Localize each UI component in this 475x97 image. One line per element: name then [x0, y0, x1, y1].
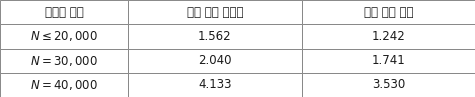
Bar: [0, 0, 128, 24]
Bar: [0, 24, 128, 48]
Bar: [302, 48, 475, 73]
Text: 1.741: 1.741: [371, 54, 405, 67]
Text: 증분 학습 미반영: 증분 학습 미반영: [187, 6, 243, 19]
Text: 1.242: 1.242: [371, 30, 405, 43]
Text: $N=30,000$: $N=30,000$: [30, 54, 98, 68]
Text: 4.133: 4.133: [198, 78, 232, 91]
Bar: [128, 0, 302, 24]
Text: 데이터 구성: 데이터 구성: [45, 6, 84, 19]
Bar: [128, 73, 302, 97]
Bar: [128, 48, 302, 73]
Text: 1.562: 1.562: [198, 30, 232, 43]
Bar: [128, 24, 302, 48]
Bar: [302, 24, 475, 48]
Text: 3.530: 3.530: [371, 78, 405, 91]
Text: $N=40,000$: $N=40,000$: [30, 78, 98, 92]
Bar: [302, 0, 475, 24]
Text: 2.040: 2.040: [198, 54, 232, 67]
Text: 증분 학습 반영: 증분 학습 반영: [363, 6, 413, 19]
Text: $N\leq20,000$: $N\leq20,000$: [30, 29, 98, 43]
Bar: [302, 73, 475, 97]
Bar: [0, 48, 128, 73]
Bar: [0, 73, 128, 97]
